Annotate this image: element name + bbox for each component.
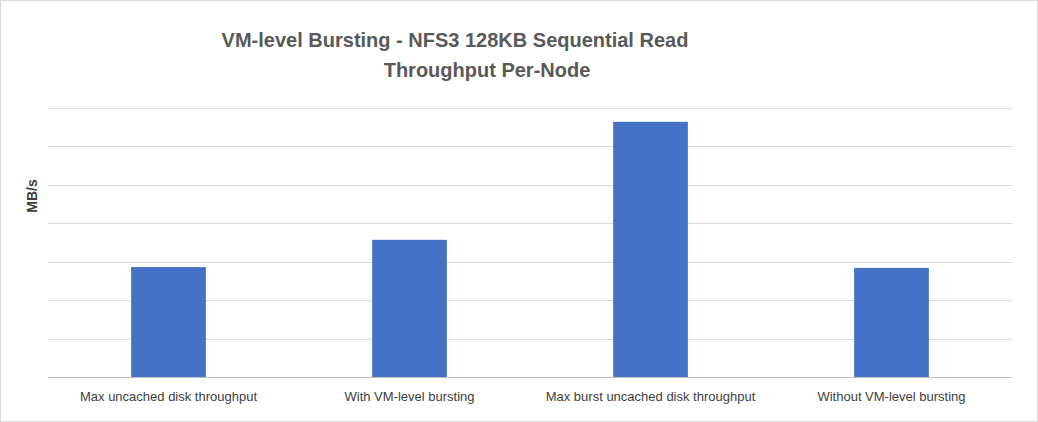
chart-svg: Max uncached disk throughput With VM-leve… <box>0 0 1038 422</box>
grid <box>48 109 1012 378</box>
chart-title: VM-level Bursting - NFS3 128KB Sequentia… <box>222 29 689 51</box>
y-axis-label: MB/s <box>24 179 40 213</box>
x-tick-label: Without VM-level bursting <box>817 389 965 404</box>
bars <box>131 122 929 377</box>
grid-line <box>48 185 1012 186</box>
bar <box>131 267 206 377</box>
baseline <box>48 377 1012 378</box>
grid-line <box>48 223 1012 224</box>
x-tick-label: Max uncached disk throughput <box>80 389 257 404</box>
bar <box>613 122 688 377</box>
bar <box>854 268 929 377</box>
x-tick-label: Max burst uncached disk throughput <box>546 389 756 404</box>
grid-line <box>48 146 1012 147</box>
grid-line <box>48 262 1012 263</box>
x-tick-label: With VM-level bursting <box>344 389 474 404</box>
chart-border <box>1 1 1038 422</box>
grid-line <box>48 108 1012 109</box>
chart-title: Throughput Per-Node <box>384 59 591 81</box>
bar <box>372 240 447 377</box>
chart-root: Max uncached disk throughput With VM-leve… <box>0 0 1038 422</box>
